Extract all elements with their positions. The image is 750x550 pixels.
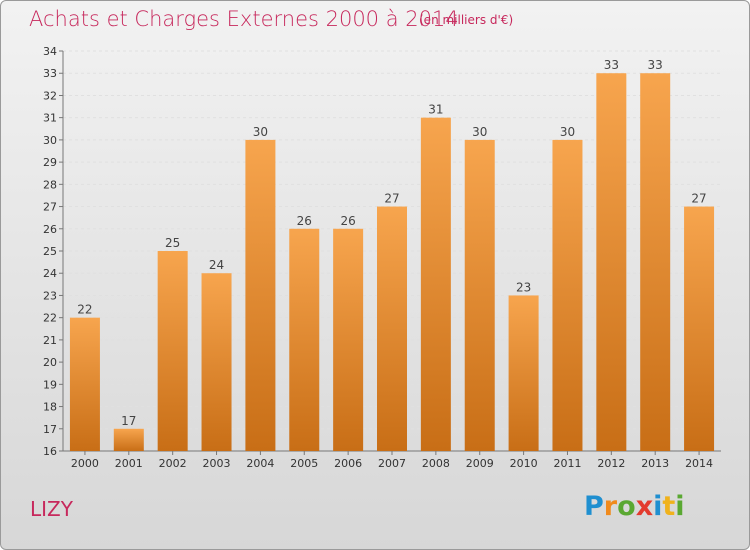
x-tick-label: 2007 xyxy=(378,457,406,470)
logo-letter: r xyxy=(603,491,618,522)
bar xyxy=(333,228,364,451)
logo-letter: o xyxy=(617,491,636,522)
bar xyxy=(201,273,232,451)
proxiti-logo[interactable]: Proxiti xyxy=(584,491,685,522)
y-tick-label: 19 xyxy=(43,378,57,391)
x-tick-label: 2008 xyxy=(422,457,450,470)
bar xyxy=(245,139,276,451)
y-tick-label: 25 xyxy=(43,245,57,258)
y-tick-label: 34 xyxy=(43,45,57,58)
x-tick-label: 2002 xyxy=(159,457,187,470)
x-tick-label: 2009 xyxy=(466,457,494,470)
data-label: 33 xyxy=(604,58,619,72)
logo-letter: i xyxy=(675,491,685,522)
y-tick-label: 27 xyxy=(43,201,57,214)
y-tick-label: 30 xyxy=(43,134,57,147)
bar xyxy=(464,139,495,451)
x-tick-label: 2012 xyxy=(597,457,625,470)
logo-letter: P xyxy=(584,491,604,522)
logo-letter: t xyxy=(662,491,676,522)
x-tick-label: 2011 xyxy=(553,457,581,470)
x-tick-label: 2013 xyxy=(641,457,669,470)
y-tick-label: 26 xyxy=(43,223,57,236)
y-tick-label: 18 xyxy=(43,401,57,414)
y-tick-label: 32 xyxy=(43,89,57,102)
data-label: 23 xyxy=(516,280,531,294)
place-name: LIZY xyxy=(30,497,73,521)
bar xyxy=(420,117,451,452)
x-tick-label: 2010 xyxy=(510,457,538,470)
y-tick-label: 33 xyxy=(43,67,57,80)
bar xyxy=(508,295,539,451)
x-tick-label: 2000 xyxy=(71,457,99,470)
y-tick-label: 24 xyxy=(43,267,57,280)
y-tick-label: 29 xyxy=(43,156,57,169)
x-tick-label: 2001 xyxy=(115,457,143,470)
y-tick-label: 23 xyxy=(43,289,57,302)
x-tick-label: 2004 xyxy=(246,457,274,470)
data-label: 33 xyxy=(648,58,663,72)
data-label: 30 xyxy=(253,125,268,139)
y-tick-label: 21 xyxy=(43,334,57,347)
bar xyxy=(552,139,583,451)
y-tick-label: 17 xyxy=(43,423,57,436)
bar xyxy=(69,317,100,451)
bar xyxy=(113,428,144,451)
y-tick-label: 20 xyxy=(43,356,57,369)
data-label: 26 xyxy=(340,214,355,228)
bar xyxy=(640,73,671,451)
data-label: 24 xyxy=(209,258,224,272)
x-tick-label: 2006 xyxy=(334,457,362,470)
y-tick-label: 22 xyxy=(43,312,57,325)
data-label: 25 xyxy=(165,236,180,250)
bar xyxy=(157,251,188,451)
data-label: 26 xyxy=(297,214,312,228)
x-tick-label: 2014 xyxy=(685,457,713,470)
data-label: 27 xyxy=(691,192,706,206)
bar xyxy=(684,206,715,451)
data-label: 27 xyxy=(384,192,399,206)
y-tick-label: 16 xyxy=(43,445,57,458)
bar xyxy=(289,228,320,451)
y-tick-label: 31 xyxy=(43,112,57,125)
x-tick-label: 2005 xyxy=(290,457,318,470)
y-tick-label: 28 xyxy=(43,178,57,191)
data-label: 30 xyxy=(560,125,575,139)
data-label: 30 xyxy=(472,125,487,139)
chart-title: Achats et Charges Externes 2000 à 2014 xyxy=(29,7,459,31)
bar xyxy=(596,73,627,451)
logo-letter: x xyxy=(635,491,654,522)
data-label: 17 xyxy=(121,414,136,428)
bar xyxy=(377,206,407,451)
chart-subtitle: (en milliers d'€) xyxy=(419,13,514,27)
data-label: 22 xyxy=(77,303,92,317)
logo-letter: i xyxy=(653,491,663,522)
x-tick-label: 2003 xyxy=(203,457,231,470)
data-label: 31 xyxy=(428,103,443,117)
